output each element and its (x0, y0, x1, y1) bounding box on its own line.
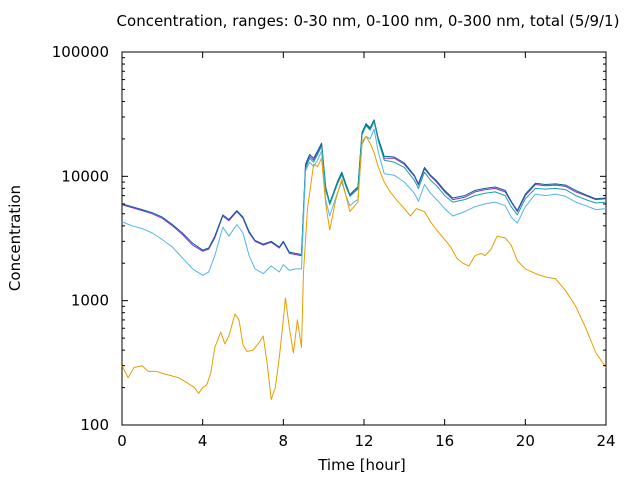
y-tick-label: 100000 (52, 43, 109, 61)
x-tick-label: 8 (279, 432, 289, 450)
x-axis-label: Time [hour] (318, 456, 406, 474)
x-tick-label: 24 (596, 432, 615, 450)
x-tick-label: 12 (354, 432, 373, 450)
x-tick-label: 20 (516, 432, 535, 450)
plot-frame (121, 51, 607, 426)
y-tick-label: 100 (80, 416, 109, 434)
x-tick-label: 16 (435, 432, 454, 450)
y-tick-label: 10000 (61, 167, 109, 185)
series-layer (121, 119, 607, 401)
tick-layer: 0 4 8 12 16 20 24 100 1000 10000 100000 (52, 43, 616, 450)
series-line-4 (121, 128, 607, 276)
y-axis-label: Concentration (6, 184, 24, 292)
x-tick-label: 4 (198, 432, 208, 450)
series-line-5 (121, 135, 607, 401)
y-tick-label: 1000 (71, 292, 109, 310)
chart-title: Concentration, ranges: 0-30 nm, 0-100 nm… (116, 12, 620, 30)
series-line-3 (301, 121, 607, 256)
x-tick-label: 0 (117, 432, 127, 450)
series-line-2 (121, 119, 607, 255)
